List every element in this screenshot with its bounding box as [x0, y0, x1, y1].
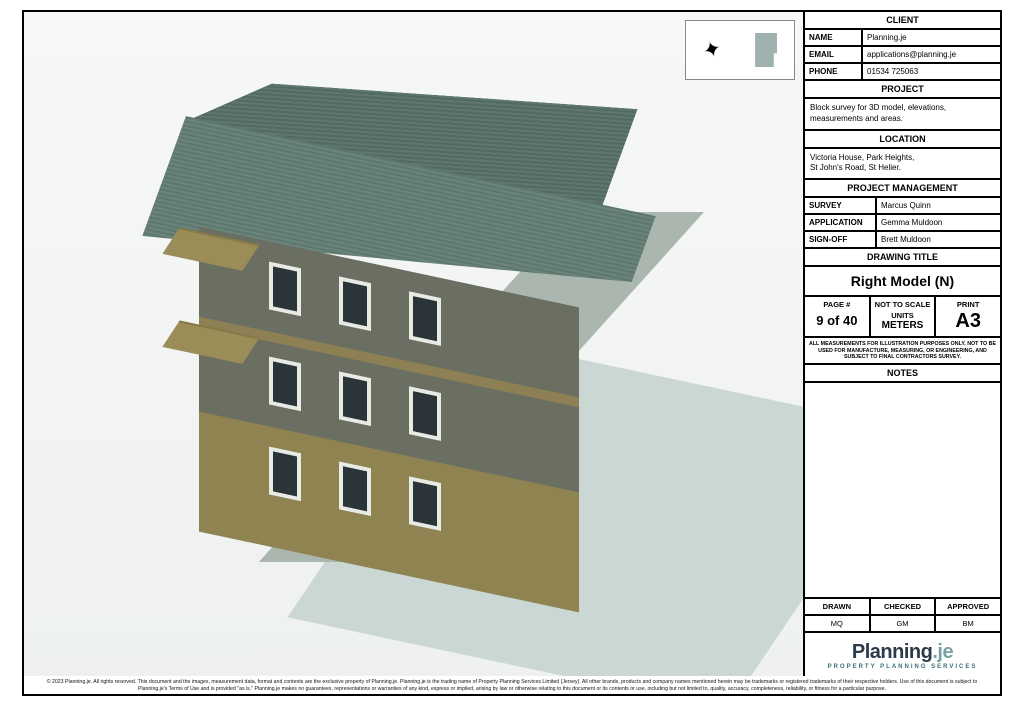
client-header: CLIENT — [805, 12, 1000, 30]
drawing-title: Right Model (N) — [805, 267, 1000, 297]
signoff-row: SIGN-OFF Brett Muldoon — [805, 232, 1000, 249]
client-name-row: NAME Planning.je — [805, 30, 1000, 47]
location-line1: Victoria House, Park Heights, — [810, 153, 914, 162]
brand-main: Planning — [852, 641, 932, 663]
client-email-row: EMAIL applications@planning.je — [805, 47, 1000, 64]
project-desc: Block survey for 3D model, elevations, m… — [805, 99, 1000, 131]
checked-initials: GM — [871, 616, 937, 631]
survey-name: Marcus Quinn — [877, 198, 1000, 213]
orientation-key: ✦ — [685, 20, 795, 80]
print-label: PRINT — [938, 300, 998, 309]
application-row: APPLICATION Gemma Muldoon — [805, 215, 1000, 232]
window — [339, 371, 371, 426]
approved-label: APPROVED — [936, 599, 1000, 614]
client-phone: 01534 725063 — [863, 64, 1000, 79]
copyright-footer: © 2023 Planning.je. All rights reserved.… — [24, 676, 1000, 694]
client-name: Planning.je — [863, 30, 1000, 45]
drawn-label: DRAWN — [805, 599, 871, 614]
units-label: UNITS — [873, 311, 933, 320]
key-plan-icon — [755, 33, 777, 67]
main-row: ✦ CLIENT NAME Planning.je EMAIL applicat… — [24, 12, 1000, 676]
location-line2: St John's Road, St Helier. — [810, 163, 901, 172]
brand-suffix: .je — [932, 641, 953, 663]
scale-label: NOT TO SCALE — [873, 300, 933, 309]
management-header: PROJECT MANAGEMENT — [805, 180, 1000, 198]
brand-tagline: PROPERTY PLANNING SERVICES — [809, 664, 996, 670]
label-phone: PHONE — [805, 64, 863, 79]
location-header: LOCATION — [805, 131, 1000, 149]
label-email: EMAIL — [805, 47, 863, 62]
window — [409, 386, 441, 441]
survey-row: SURVEY Marcus Quinn — [805, 198, 1000, 215]
disclaimer: ALL MEASUREMENTS FOR ILLUSTRATION PURPOS… — [805, 338, 1000, 365]
checked-label: CHECKED — [871, 599, 937, 614]
label-survey: SURVEY — [805, 198, 877, 213]
window — [269, 356, 301, 411]
page-label: PAGE # — [807, 300, 867, 309]
drawing-sheet: ✦ CLIENT NAME Planning.je EMAIL applicat… — [22, 10, 1002, 696]
title-block: CLIENT NAME Planning.je EMAIL applicatio… — [805, 12, 1000, 676]
print-cell: PRINT A3 — [936, 297, 1000, 336]
window — [269, 446, 301, 501]
meta-row: PAGE # 9 of 40 NOT TO SCALE UNITS METERS… — [805, 297, 1000, 338]
approved-initials: BM — [936, 616, 1000, 631]
window — [409, 291, 441, 346]
label-application: APPLICATION — [805, 215, 877, 230]
logo-box: Planning.je PROPERTY PLANNING SERVICES — [805, 633, 1000, 676]
window — [409, 476, 441, 531]
notes-body — [805, 383, 1000, 599]
brand-logo: Planning.je — [809, 641, 996, 664]
units-value: METERS — [873, 320, 933, 332]
location-text: Victoria House, Park Heights, St John's … — [805, 149, 1000, 181]
drawn-initials: MQ — [805, 616, 871, 631]
window — [339, 461, 371, 516]
compass-icon: ✦ — [699, 35, 725, 65]
approval-initials: MQ GM BM — [805, 616, 1000, 633]
application-name: Gemma Muldoon — [877, 215, 1000, 230]
string-course — [199, 317, 579, 408]
page-number: 9 of 40 — [807, 313, 867, 329]
approval-labels: DRAWN CHECKED APPROVED — [805, 599, 1000, 616]
page-cell: PAGE # 9 of 40 — [805, 297, 871, 336]
notes-header: NOTES — [805, 365, 1000, 383]
window — [269, 261, 301, 316]
client-email: applications@planning.je — [863, 47, 1000, 62]
client-phone-row: PHONE 01534 725063 — [805, 64, 1000, 81]
window — [339, 276, 371, 331]
signoff-name: Brett Muldoon — [877, 232, 1000, 247]
model-viewport: ✦ — [24, 12, 805, 676]
scale-units-cell: NOT TO SCALE UNITS METERS — [871, 297, 937, 336]
label-name: NAME — [805, 30, 863, 45]
project-header: PROJECT — [805, 81, 1000, 99]
drawing-title-header: DRAWING TITLE — [805, 249, 1000, 267]
print-size: A3 — [938, 309, 998, 333]
building-model — [144, 72, 664, 592]
label-signoff: SIGN-OFF — [805, 232, 877, 247]
